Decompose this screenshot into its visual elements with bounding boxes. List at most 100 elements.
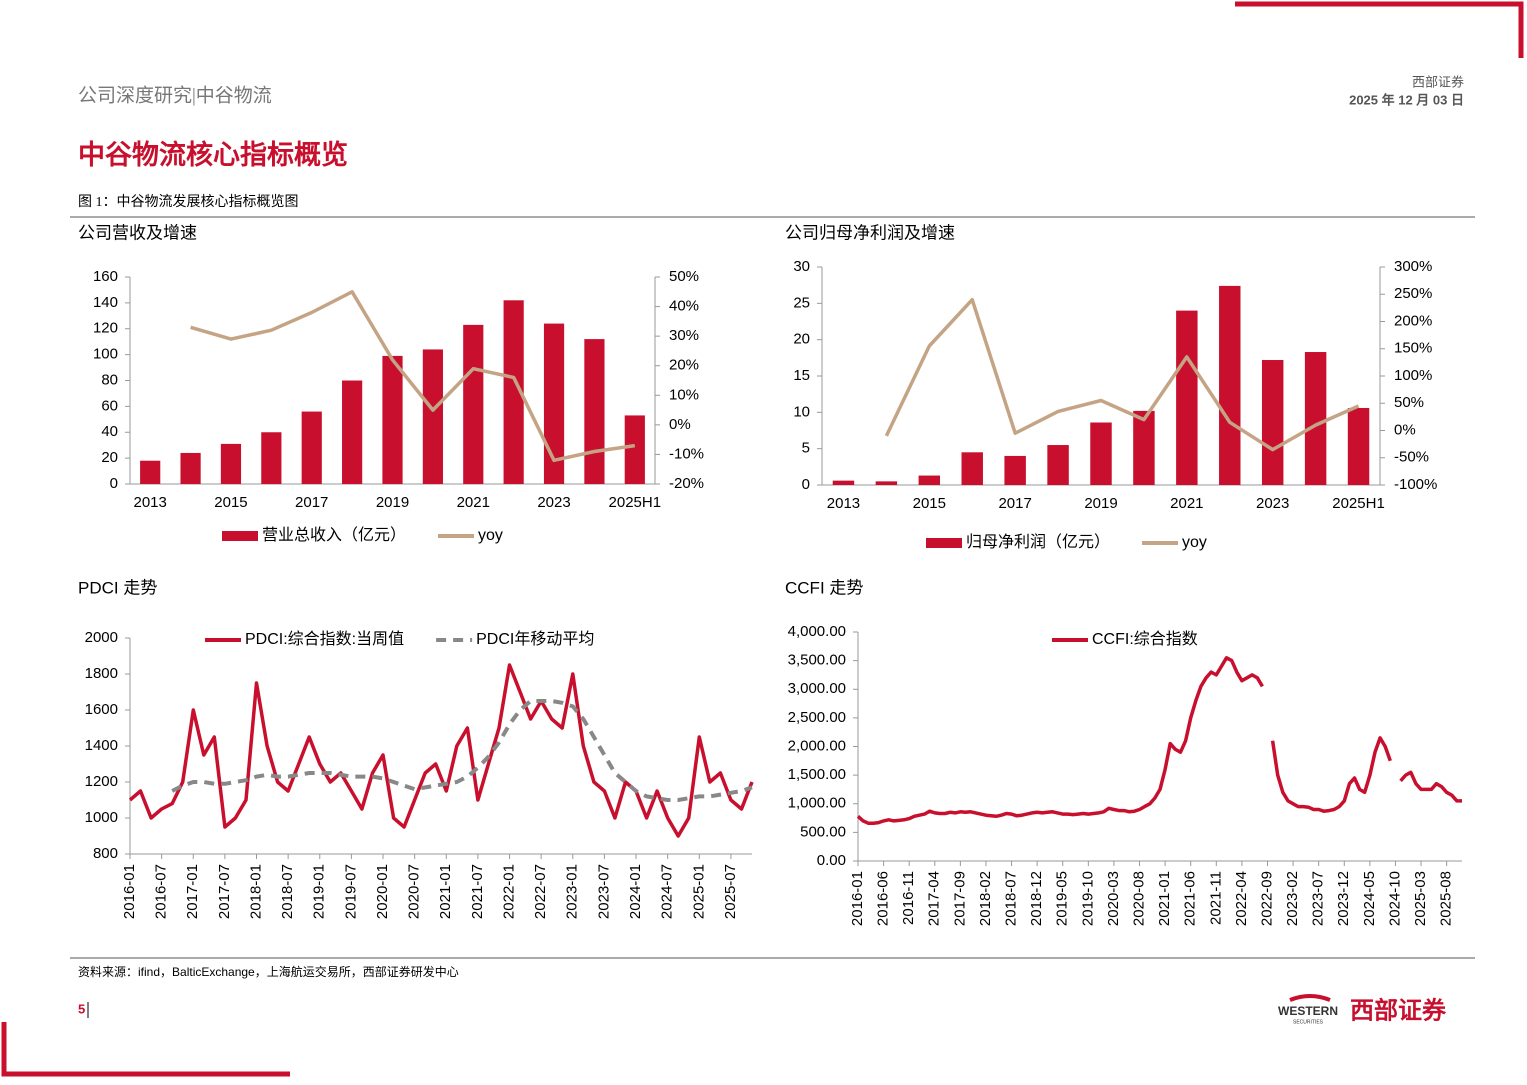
x-tick-label: 2017 (295, 494, 328, 511)
x-tick-label: 2025-01 (690, 864, 707, 919)
y2-tick-label: -10% (669, 445, 704, 462)
y2-tick-label: 50% (1394, 394, 1424, 411)
y2-tick-label: 150% (1394, 340, 1432, 357)
bar (1004, 455, 1026, 485)
x-tick-label: 2020-01 (374, 864, 391, 919)
x-tick-label: 2016-01 (849, 871, 866, 926)
bar (875, 481, 898, 485)
y-tick-label: 60 (101, 397, 118, 414)
x-tick-label: 2020-03 (1105, 871, 1122, 926)
bar (832, 480, 855, 485)
x-tick-label: 2024-07 (659, 864, 676, 919)
y-tick-label: 20 (793, 331, 810, 348)
x-tick-label: 2022-07 (532, 864, 549, 919)
bar (584, 339, 605, 484)
bar (1304, 352, 1327, 485)
x-tick-label: 2023-07 (1310, 871, 1327, 926)
x-tick-label: 2017-01 (184, 864, 201, 919)
x-tick-label: 2022-09 (1258, 871, 1275, 926)
x-tick-label: 2013 (134, 494, 167, 511)
bar (180, 452, 201, 484)
bar (1261, 360, 1284, 485)
corner-decoration (1, 1022, 290, 1077)
y2-tick-label: 20% (669, 357, 699, 374)
bar (1219, 285, 1241, 485)
x-tick-label: 2015 (214, 494, 247, 511)
logo-en: WESTERN (1278, 1004, 1338, 1018)
y-tick-label: 1,000.00 (788, 795, 846, 812)
y2-tick-label: 0% (1394, 421, 1416, 438)
chart-title: 公司归母净利润及增速 (785, 223, 955, 242)
x-tick-label: 2021-01 (1156, 871, 1173, 926)
x-tick-label: 2017-09 (951, 871, 968, 926)
y2-tick-label: 10% (669, 386, 699, 403)
x-tick-label: 2022-01 (500, 864, 517, 919)
legend-label: yoy (1182, 534, 1207, 551)
x-tick-label: 2025H1 (1332, 495, 1385, 512)
y-tick-label: 80 (101, 371, 118, 388)
x-tick-label: 2021 (457, 494, 490, 511)
header-brand: 西部证券 (1412, 74, 1464, 89)
y-tick-label: 3,000.00 (788, 680, 846, 697)
y-tick-label: 0.00 (817, 852, 846, 869)
x-tick-label: 2025-08 (1438, 871, 1455, 926)
bar (1347, 407, 1370, 485)
bar (1176, 310, 1198, 485)
bar (220, 443, 242, 484)
series-line (171, 699, 753, 802)
x-tick-label: 2023 (1256, 495, 1289, 512)
x-tick-label: 2021-01 (437, 864, 454, 919)
y-tick-label: 140 (93, 294, 118, 311)
y-tick-label: 100 (93, 346, 118, 363)
x-tick-label: 2018-02 (977, 871, 994, 926)
x-tick-label: 2016-06 (875, 871, 892, 926)
y-tick-label: 40 (101, 423, 118, 440)
bar (543, 323, 565, 484)
y2-tick-label: 200% (1394, 312, 1432, 329)
y-tick-label: 25 (793, 294, 810, 311)
x-tick-label: 2018-01 (247, 864, 264, 919)
x-tick-label: 2018-07 (1003, 871, 1020, 926)
bar (918, 475, 941, 485)
y-tick-label: 30 (793, 258, 810, 275)
bar (261, 432, 282, 484)
y-tick-label: 1600 (85, 701, 118, 718)
y-tick-label: 800 (93, 845, 118, 862)
bar (1133, 410, 1155, 485)
logo-mark (1289, 994, 1331, 1002)
x-tick-label: 2020-08 (1130, 871, 1147, 926)
x-tick-label: 2013 (827, 495, 860, 512)
bar (624, 415, 645, 484)
y-tick-label: 1800 (85, 665, 118, 682)
bar (140, 460, 161, 484)
y2-tick-label: 30% (669, 327, 699, 344)
chart-title: CCFI 走势 (785, 578, 863, 597)
series-line (128, 663, 754, 838)
x-tick-label: 2017-07 (216, 864, 233, 919)
x-tick-label: 2025-07 (722, 864, 739, 919)
x-tick-label: 2017 (998, 495, 1031, 512)
figure-caption: 图 1：中谷物流发展核心指标概览图 (78, 194, 299, 210)
x-tick-label: 2022-04 (1233, 871, 1250, 926)
logo-cn: 西部证券 (1350, 996, 1447, 1024)
y2-tick-label: 0% (669, 416, 691, 433)
x-tick-label: 2020-07 (406, 864, 423, 919)
page-number: 5 (78, 1001, 85, 1016)
legend-swatch (926, 538, 962, 548)
logo-en-sub: SECURITIES (1293, 1019, 1324, 1025)
y-tick-label: 500.00 (800, 823, 846, 840)
x-tick-label: 2015 (913, 495, 946, 512)
x-tick-label: 2021-07 (469, 864, 486, 919)
y-tick-label: 4,000.00 (788, 623, 846, 640)
x-tick-label: 2023-12 (1335, 871, 1352, 926)
y-tick-label: 10 (793, 403, 810, 420)
source-note: 资料来源：ifind，BalticExchange，上海航运交易所，西部证券研发… (78, 964, 459, 979)
x-tick-label: 2019 (376, 494, 409, 511)
bar (1090, 422, 1112, 485)
series-line (190, 290, 636, 463)
y2-tick-label: 40% (669, 298, 699, 315)
bar (503, 300, 524, 484)
bar (1047, 445, 1069, 485)
x-tick-label: 2024-01 (627, 864, 644, 919)
